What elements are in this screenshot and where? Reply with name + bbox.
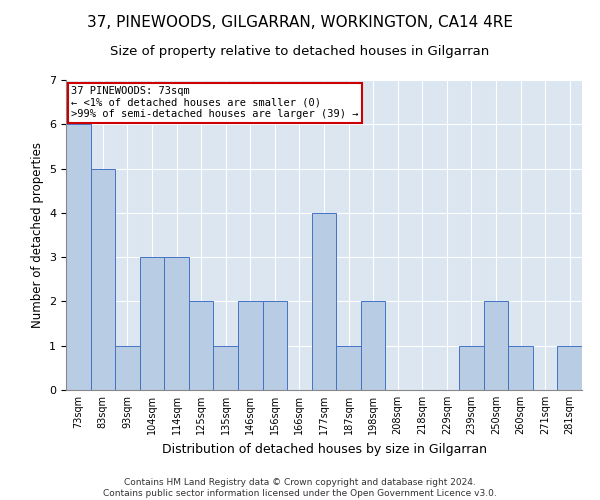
Bar [263, 302, 287, 390]
Bar [115, 346, 140, 390]
Y-axis label: Number of detached properties: Number of detached properties [31, 142, 44, 328]
Bar [508, 346, 533, 390]
Text: 37 PINEWOODS: 73sqm
← <1% of detached houses are smaller (0)
>99% of semi-detach: 37 PINEWOODS: 73sqm ← <1% of detached ho… [71, 86, 359, 120]
Bar [312, 213, 336, 390]
Bar [66, 124, 91, 390]
Bar [336, 346, 361, 390]
Bar [91, 168, 115, 390]
X-axis label: Distribution of detached houses by size in Gilgarran: Distribution of detached houses by size … [161, 442, 487, 456]
Bar [164, 257, 189, 390]
Bar [189, 302, 214, 390]
Bar [238, 302, 263, 390]
Bar [557, 346, 582, 390]
Bar [214, 346, 238, 390]
Bar [484, 302, 508, 390]
Text: 37, PINEWOODS, GILGARRAN, WORKINGTON, CA14 4RE: 37, PINEWOODS, GILGARRAN, WORKINGTON, CA… [87, 15, 513, 30]
Bar [459, 346, 484, 390]
Text: Contains HM Land Registry data © Crown copyright and database right 2024.
Contai: Contains HM Land Registry data © Crown c… [103, 478, 497, 498]
Bar [361, 302, 385, 390]
Text: Size of property relative to detached houses in Gilgarran: Size of property relative to detached ho… [110, 45, 490, 58]
Bar [140, 257, 164, 390]
